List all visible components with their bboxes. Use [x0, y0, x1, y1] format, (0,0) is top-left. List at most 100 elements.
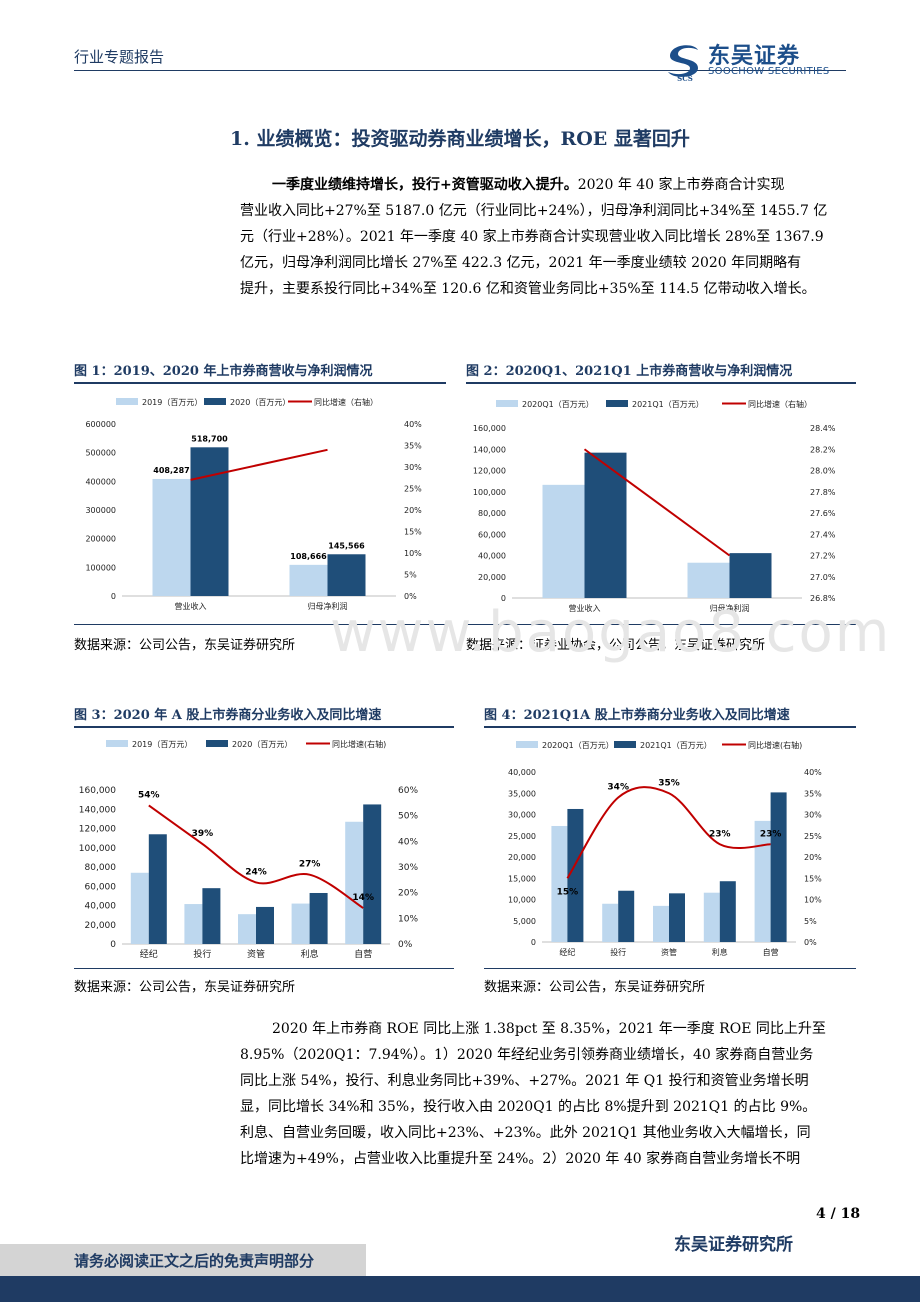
line-data-label: 54%	[138, 790, 160, 800]
line-data-label: 39%	[192, 829, 214, 839]
bar	[309, 892, 328, 944]
y2-tick-label: 27.4%	[810, 530, 836, 539]
bar	[152, 478, 191, 596]
x-category-label: 资管	[661, 947, 677, 957]
y-tick-label: 400000	[85, 477, 116, 486]
line-data-label: 15%	[557, 887, 579, 897]
y-tick-label: 30,000	[508, 811, 536, 820]
logo-mark-text: SCS	[677, 74, 693, 82]
figure-2-rule	[466, 382, 856, 384]
legend-label: 2021Q1（百万元）	[640, 741, 712, 750]
intro-paragraph: 一季度业绩维持增长，投行+资管驱动收入提升。2020 年 40 家上市券商合计实…	[272, 172, 856, 198]
legend-swatch	[106, 740, 128, 747]
y-tick-label: 160,000	[473, 424, 506, 433]
logo-chinese-name: 东吴证券	[708, 44, 801, 69]
x-category-label: 营业收入	[175, 601, 207, 611]
y2-tick-label: 35%	[804, 789, 822, 798]
legend-label: 2019（百万元）	[142, 398, 202, 407]
roe-line-1: 2020 年上市券商 ROE 同比上涨 1.38pct 至 8.35%，2021…	[272, 1021, 826, 1037]
legend-swatch	[614, 741, 636, 748]
y2-tick-label: 27.6%	[810, 509, 836, 518]
footer-org-name: 东吴证券研究所	[674, 1235, 793, 1255]
figure-1-bottom-rule	[74, 624, 446, 625]
y2-tick-label: 30%	[398, 863, 418, 873]
bar	[719, 881, 736, 942]
intro-paragraph-rest: 营业收入同比+27%至 5187.0 亿元（行业同比+24%），归母净利润同比+…	[240, 198, 856, 302]
chart-business-income-2020: 2019（百万元） 2020（百万元） 同比增速(右轴) 160,000 140,000…	[79, 739, 419, 960]
y-tick-label: 200000	[85, 535, 116, 544]
intro-line-1: 一季度业绩维持增长，投行+资管驱动收入提升。2020 年 40 家上市券商合计实…	[272, 172, 856, 198]
y2-tick-label: 5%	[804, 917, 817, 926]
y2-tick-label: 20%	[398, 889, 418, 899]
y2-tick-label: 15%	[404, 528, 422, 537]
legend-label: 同比增速(右轴)	[748, 740, 802, 750]
y2-tick-label: 15%	[804, 874, 822, 883]
y2-tick-label: 28.0%	[810, 467, 836, 476]
figure-4-bottom-rule	[484, 968, 856, 969]
y2-tick-label: 40%	[804, 768, 822, 777]
roe-line-4: 显，同比增长 34%和 35%，投行收入由 2020Q1 的占比 8%提升到 2…	[240, 1099, 817, 1115]
legend-label: 同比增速（右轴）	[314, 397, 378, 407]
y2-tick-label: 0%	[404, 592, 417, 601]
legend-label: 2020Q1（百万元）	[522, 400, 594, 409]
y2-tick-label: 60%	[398, 786, 418, 796]
bar	[542, 484, 585, 598]
line-data-label: 34%	[607, 783, 629, 793]
y2-tick-label: 27.2%	[810, 552, 836, 561]
roe-line-2: 8.95%（2020Q1：7.94%）。1）2020 年经纪业务引领券商业绩增长…	[240, 1047, 814, 1063]
y-tick-label: 0	[531, 938, 536, 947]
y-tick-label: 20,000	[508, 853, 536, 862]
y-tick-label: 0	[111, 592, 116, 601]
growth-rate-line	[190, 448, 328, 481]
y2-tick-label: 0%	[804, 938, 817, 947]
bar	[184, 904, 203, 944]
legend-label: 同比增速（右轴）	[748, 399, 812, 409]
y-tick-label: 80,000	[85, 863, 117, 873]
x-category-label: 利息	[301, 948, 319, 960]
y-tick-label: 20,000	[85, 921, 117, 931]
figure-4-title: 图 4：2021Q1A 股上市券商分业务收入及同比增速	[484, 708, 790, 723]
line-data-label: 23%	[760, 829, 782, 839]
bar	[618, 890, 635, 942]
figure-2-source: 数据来源：证券业协会，公司公告，东吴证券研究所	[466, 638, 766, 653]
y2-tick-label: 10%	[804, 896, 822, 905]
intro-line-2: 营业收入同比+27%至 5187.0 亿元（行业同比+24%），归母净利润同比+…	[240, 203, 828, 219]
intro-line-4: 亿元，归母净利润同比增长 27%至 422.3 亿元，2021 年一季度业绩较 …	[240, 255, 802, 271]
y-tick-label: 140,000	[473, 445, 506, 454]
x-category-label: 归母净利润	[308, 601, 348, 611]
logo-mark-icon: SCS	[668, 45, 698, 83]
y2-tick-label: 27.8%	[810, 488, 836, 497]
growth-rate-line	[148, 804, 364, 909]
bar	[754, 820, 771, 942]
y-tick-label: 60,000	[478, 530, 506, 539]
watermark: www.baogao8.com	[330, 600, 892, 665]
legend-swatch	[206, 740, 228, 747]
y2-tick-label: 5%	[404, 571, 417, 580]
figure-3-source: 数据来源：公司公告，东吴证券研究所	[74, 980, 296, 995]
x-category-label: 经纪	[140, 948, 158, 960]
y2-tick-label: 25%	[804, 832, 822, 841]
legend-swatch	[516, 741, 538, 748]
y-tick-label: 120,000	[473, 467, 506, 476]
growth-rate-line	[583, 448, 731, 557]
legend-swatch	[204, 398, 226, 405]
bar	[345, 821, 364, 944]
y2-tick-label: 27.0%	[810, 573, 836, 582]
intro-lead: 一季度业绩维持增长，投行+资管驱动收入提升。	[272, 177, 578, 193]
intro-line-1-text: 2020 年 40 家上市券商合计实现	[577, 177, 785, 193]
roe-paragraph-rest: 8.95%（2020Q1：7.94%）。1）2020 年经纪业务引领券商业绩增长…	[240, 1042, 856, 1172]
bar	[703, 892, 720, 942]
bar	[289, 564, 328, 596]
y2-tick-label: 28.2%	[810, 445, 836, 454]
y-tick-label: 5,000	[513, 917, 536, 926]
bar	[190, 447, 229, 596]
bar	[567, 808, 584, 942]
bar	[551, 825, 568, 942]
y2-tick-label: 10%	[398, 914, 418, 924]
bar-data-label: 145,566	[328, 541, 365, 550]
figure-3-rule	[74, 726, 454, 728]
y-tick-label: 0	[110, 940, 116, 950]
line-data-label: 27%	[299, 860, 321, 870]
y2-tick-label: 10%	[404, 549, 422, 558]
intro-line-3: 元（行业+28%）。2021 年一季度 40 家上市券商合计实现营业收入同比增长…	[240, 229, 824, 245]
